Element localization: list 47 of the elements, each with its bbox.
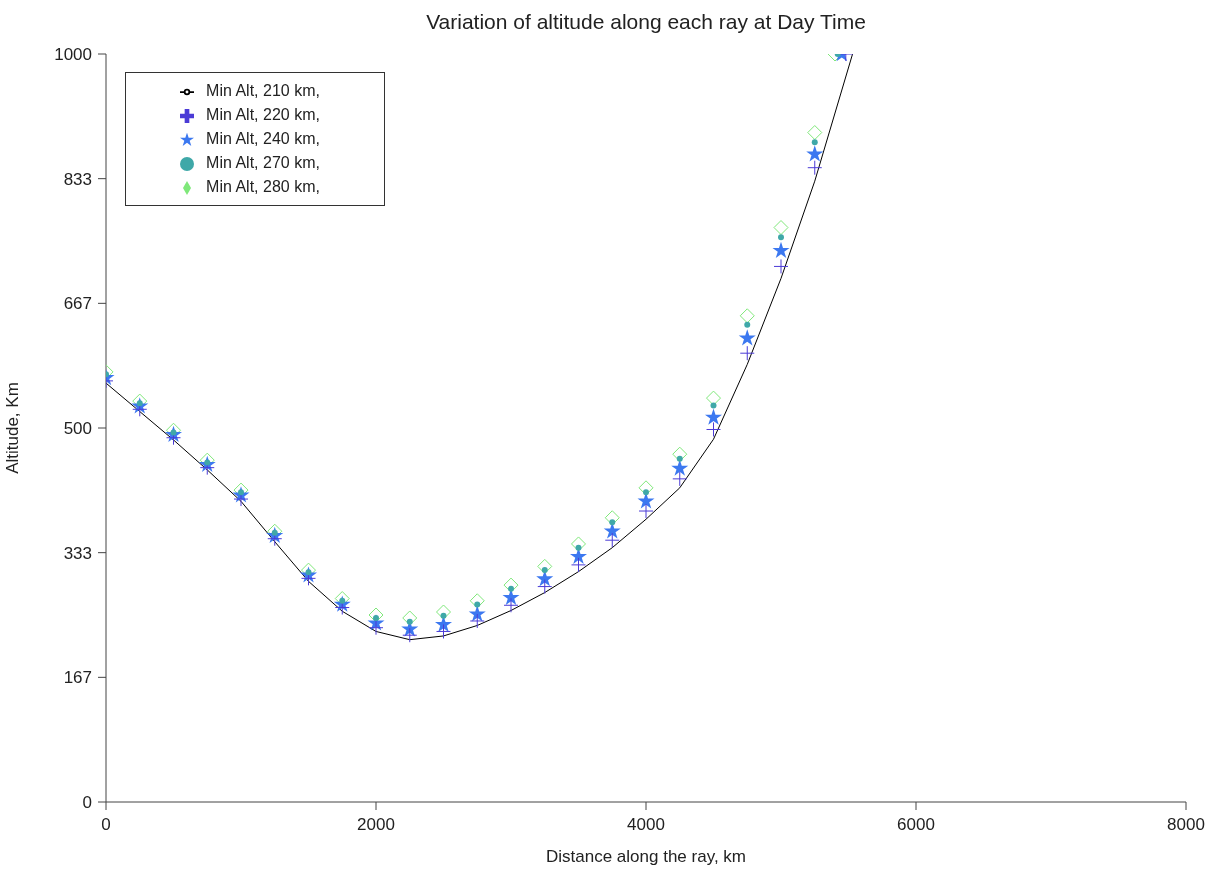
- point: [571, 536, 586, 552]
- point: [778, 234, 784, 241]
- point: [468, 605, 486, 622]
- point: [738, 329, 756, 346]
- point: [739, 308, 755, 324]
- point: [575, 544, 582, 551]
- x-tick-label: 2000: [357, 815, 395, 835]
- point: [704, 408, 723, 425]
- point: [671, 459, 689, 476]
- x-tick-label: 4000: [627, 815, 665, 835]
- chart-title: Variation of altitude along each ray at Day Time: [425, 10, 867, 34]
- x-tick-label: 0: [101, 815, 111, 835]
- y-tick-label: 0: [82, 793, 92, 813]
- legend-label: Min Alt, 220 km,: [206, 106, 320, 123]
- point: [710, 402, 717, 409]
- point: [744, 321, 751, 328]
- y-tick-label: 167: [63, 668, 92, 688]
- y-tick-label: 333: [63, 543, 92, 563]
- x-axis-title: Distance along the ray, km: [546, 847, 746, 866]
- point: [537, 558, 553, 574]
- legend-label: Min Alt, 270 km,: [206, 154, 320, 171]
- line-series: [106, 54, 854, 641]
- point: [541, 567, 548, 574]
- legend-label: Min Alt, 280 km,: [206, 178, 320, 195]
- point: [807, 125, 823, 141]
- point: [469, 593, 485, 609]
- point: [772, 241, 790, 258]
- legend-label: Min Alt, 210 km,: [206, 82, 320, 99]
- point: [474, 601, 481, 608]
- point: [609, 519, 616, 526]
- point: [402, 610, 418, 626]
- point: [676, 455, 683, 462]
- x-tick-label: 6000: [897, 815, 935, 835]
- y-tick-label: 500: [63, 419, 92, 439]
- y-tick-label: 1000: [54, 45, 92, 65]
- point: [706, 390, 721, 406]
- y-tick-label: 667: [63, 294, 92, 314]
- y-axis-title: Altitude, Km: [3, 382, 23, 474]
- point: [806, 145, 824, 162]
- point: [436, 604, 451, 620]
- point: [643, 489, 649, 496]
- point: [811, 139, 818, 146]
- x-tick-label: 8000: [1167, 815, 1205, 835]
- point: [536, 570, 554, 587]
- y-tick-label: 833: [63, 169, 92, 189]
- point: [773, 220, 789, 236]
- legend-label: Min Alt, 240 km,: [206, 130, 320, 147]
